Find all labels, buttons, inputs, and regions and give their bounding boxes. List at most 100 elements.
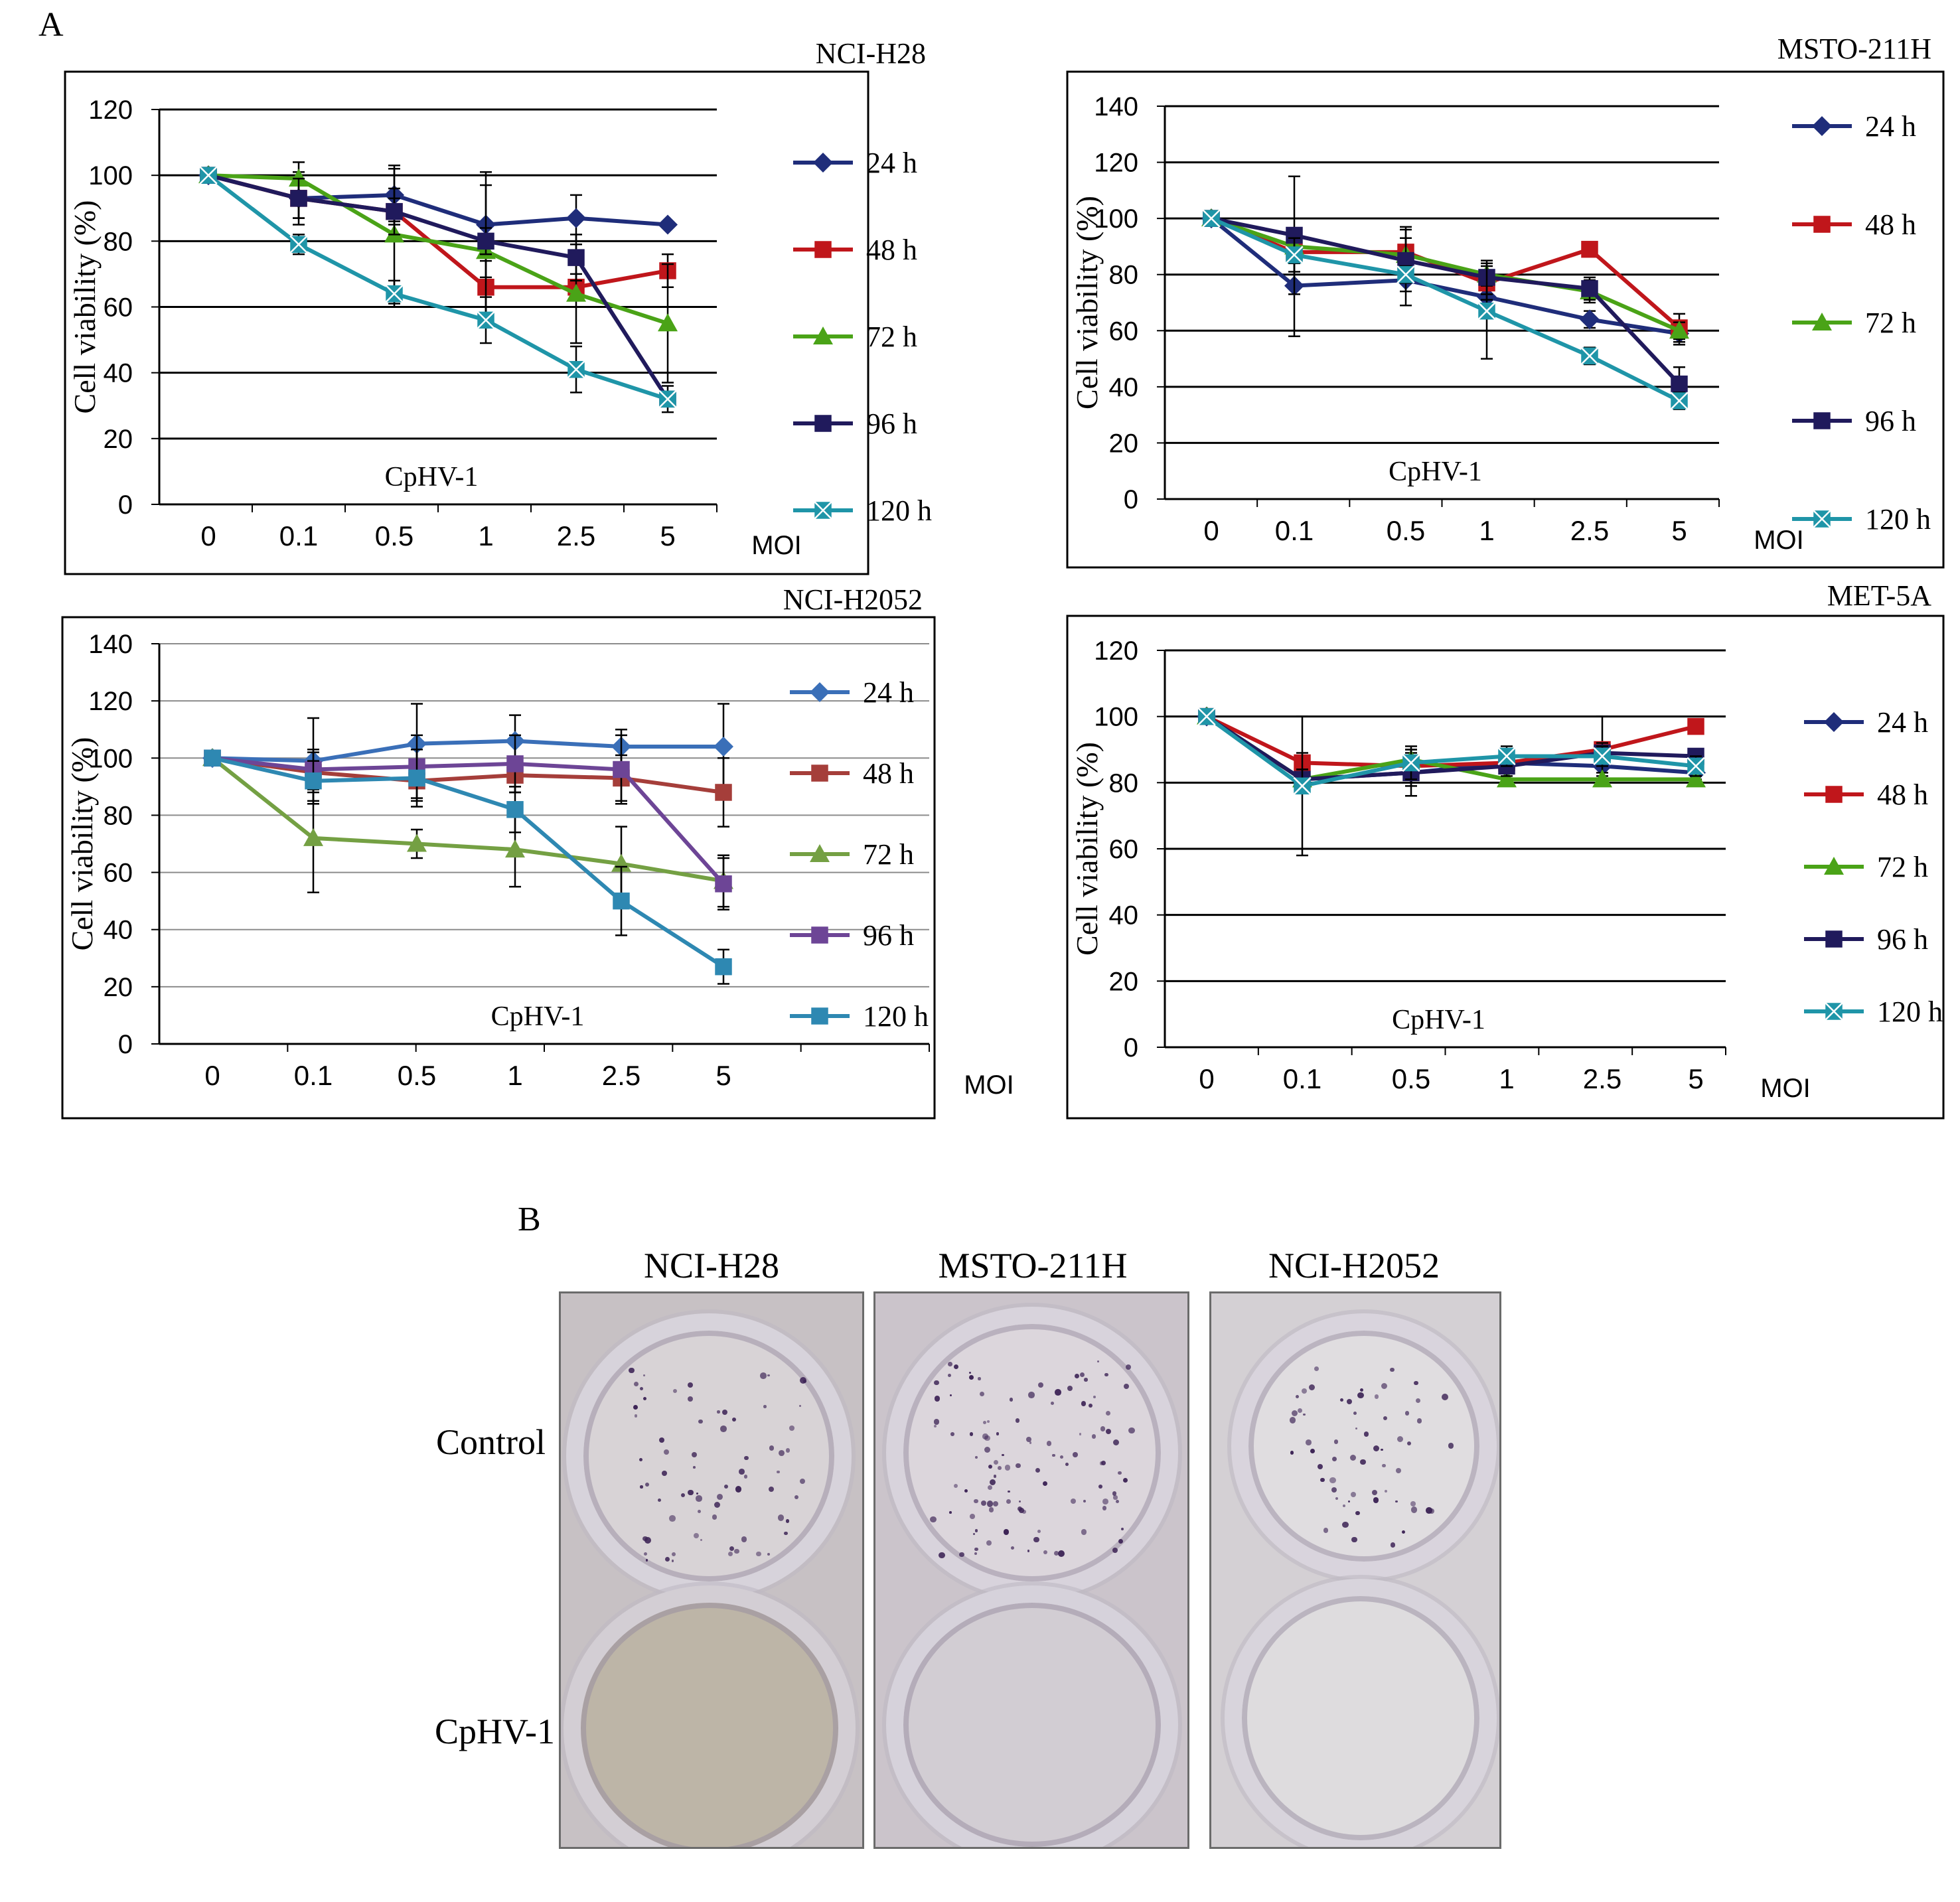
legend-label: 96 h [1877, 923, 1928, 956]
data-point [1686, 769, 1706, 788]
y-tick-label: 60 [1109, 317, 1139, 346]
data-point [386, 202, 403, 220]
colony-dot [1382, 1463, 1386, 1468]
legend-label: 24 h [866, 147, 917, 179]
colony-dot [1001, 1453, 1004, 1457]
colony-dot [968, 1374, 974, 1380]
colony-dot [1102, 1506, 1107, 1510]
colony-dot [1028, 1392, 1035, 1398]
colony-dot [644, 1552, 648, 1556]
x-tick-label: 5 [1671, 515, 1687, 546]
colony-dot [735, 1486, 742, 1493]
x-tick-label: 0.5 [398, 1060, 436, 1091]
colony-dot [1373, 1497, 1379, 1503]
colony-dot [1042, 1481, 1047, 1487]
colony-dot [986, 1540, 992, 1546]
colony-dot [1329, 1477, 1336, 1484]
colony-dot [643, 1396, 647, 1400]
legend-swatch-marker [811, 926, 828, 944]
colony-dot [779, 1450, 785, 1456]
colony-dot [1416, 1398, 1421, 1404]
colony-dot [1100, 1461, 1106, 1466]
colony-dot [767, 1552, 770, 1556]
colony-dot [993, 1474, 997, 1478]
chart-frame [64, 70, 869, 575]
x-tick-label: 2.5 [1570, 515, 1609, 546]
data-point [714, 737, 733, 757]
colony-dot [1079, 1433, 1081, 1435]
colony-dot [691, 1451, 697, 1457]
legend-label: 48 h [1865, 208, 1916, 241]
colony-dots [929, 1360, 1135, 1559]
colony-dot [1291, 1410, 1298, 1417]
colony-dot [974, 1499, 978, 1504]
legend-label: 48 h [866, 234, 917, 266]
legend-label: 72 h [1865, 307, 1916, 339]
x-tick-label: 2.5 [602, 1060, 641, 1091]
chart-annotation: CpHV-1 [491, 1001, 585, 1032]
colony-dot [694, 1533, 700, 1539]
colony-dot [979, 1392, 984, 1397]
colony-dot [1306, 1439, 1312, 1445]
colony-dot [1317, 1463, 1323, 1470]
colony-dot [1037, 1530, 1041, 1534]
colony-dot [1008, 1490, 1010, 1493]
colony-dot [1348, 1500, 1351, 1503]
legend-swatch-marker [1824, 857, 1844, 875]
colony-dot [1342, 1504, 1345, 1508]
colony-dot [970, 1432, 974, 1436]
series-line [212, 739, 723, 763]
well-treated [564, 1585, 856, 1847]
colony-dot [717, 1410, 720, 1414]
data-point [477, 232, 494, 250]
colony-dot [986, 1420, 990, 1423]
colony-dot [1339, 1398, 1344, 1402]
colony-dot [760, 1372, 767, 1380]
colony-dot [1029, 1441, 1032, 1444]
series-120-h [204, 749, 732, 985]
colony-dot [1342, 1521, 1349, 1528]
series-line [212, 756, 724, 794]
colony-dot [1105, 1410, 1111, 1416]
colony-dot [950, 1432, 955, 1436]
photo-nci-h2052 [1209, 1291, 1501, 1849]
colony-dot [643, 1374, 646, 1377]
colony-dot [1298, 1408, 1303, 1414]
colony-dots [1284, 1366, 1454, 1548]
series-line [212, 756, 725, 969]
data-point [505, 840, 525, 858]
legend-label: 96 h [863, 919, 914, 952]
colony-dot [1359, 1388, 1364, 1392]
colony-dot [1310, 1448, 1315, 1453]
colony-dots [627, 1366, 806, 1566]
data-point [204, 749, 221, 767]
colony-dot [1115, 1499, 1119, 1503]
x-tick-label: 0.1 [279, 520, 318, 551]
colony-dot [978, 1377, 981, 1380]
colony-dot [972, 1532, 975, 1535]
data-point [506, 755, 524, 772]
y-tick-label: 40 [104, 916, 133, 945]
colony-dot [1019, 1500, 1021, 1502]
x-tick-label: 0.1 [294, 1060, 333, 1091]
colony-dot [1100, 1426, 1106, 1432]
colony-dot [1314, 1366, 1319, 1372]
data-point [1581, 240, 1598, 258]
colony-dot [996, 1432, 1000, 1435]
series-120-h [1197, 707, 1705, 857]
colony-dot [1417, 1418, 1422, 1424]
data-point [715, 875, 732, 893]
colony-dot [1289, 1417, 1296, 1424]
colony-dot [934, 1380, 939, 1386]
y-tick-label: 0 [1124, 1033, 1138, 1062]
colony-dot [1123, 1383, 1130, 1390]
legend-swatch-marker [1825, 930, 1843, 948]
colony-dot [1405, 1411, 1410, 1416]
data-point [1402, 753, 1420, 772]
colony-dot [777, 1471, 780, 1474]
legend-swatch-marker [814, 241, 832, 258]
colony-dot [712, 1514, 717, 1520]
legend-label: 48 h [1877, 778, 1928, 811]
colony-dot [786, 1519, 790, 1523]
y-tick-label: 140 [1094, 92, 1138, 121]
